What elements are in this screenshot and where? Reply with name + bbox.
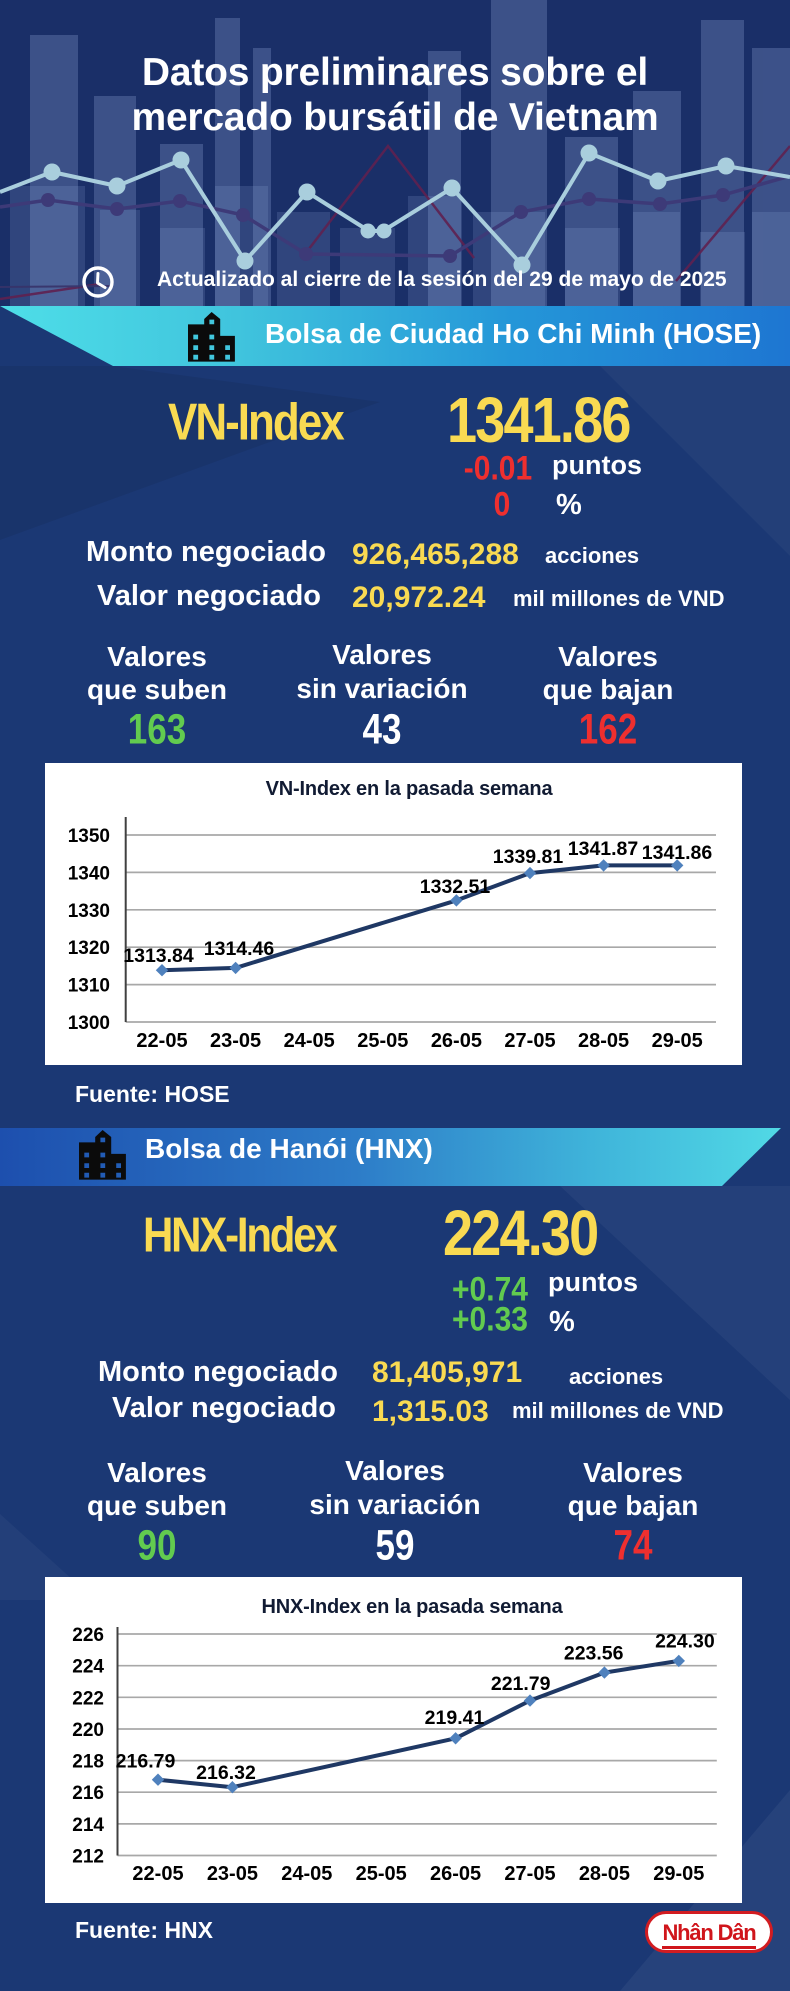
svg-text:23-05: 23-05 (207, 1863, 258, 1885)
svg-text:226: 226 (72, 1625, 104, 1646)
svg-text:26-05: 26-05 (431, 1030, 482, 1052)
svg-text:25-05: 25-05 (357, 1030, 408, 1052)
svg-text:27-05: 27-05 (504, 1030, 555, 1052)
svg-text:29-05: 29-05 (653, 1863, 704, 1885)
svg-text:221.79: 221.79 (491, 1673, 551, 1695)
svg-text:28-05: 28-05 (579, 1863, 630, 1885)
svg-text:220: 220 (72, 1720, 104, 1741)
svg-text:224: 224 (72, 1657, 104, 1678)
svg-text:216.79: 216.79 (116, 1751, 176, 1773)
svg-text:22-05: 22-05 (132, 1863, 183, 1885)
svg-text:223.56: 223.56 (564, 1643, 624, 1665)
svg-text:26-05: 26-05 (430, 1863, 481, 1885)
svg-text:23-05: 23-05 (210, 1030, 261, 1052)
svg-text:HNX-Index en la pasada semana: HNX-Index en la pasada semana (262, 1596, 564, 1618)
svg-text:214: 214 (72, 1815, 104, 1836)
svg-text:1341.87: 1341.87 (568, 838, 639, 860)
svg-text:1350: 1350 (68, 826, 110, 847)
svg-text:27-05: 27-05 (504, 1863, 555, 1885)
svg-text:218: 218 (72, 1752, 104, 1773)
svg-text:1314.46: 1314.46 (204, 938, 275, 960)
svg-text:28-05: 28-05 (578, 1030, 629, 1052)
svg-text:1341.86: 1341.86 (642, 842, 713, 864)
svg-text:29-05: 29-05 (652, 1030, 703, 1052)
svg-text:219.41: 219.41 (425, 1707, 485, 1729)
svg-text:1310: 1310 (68, 976, 110, 997)
svg-text:24-05: 24-05 (281, 1863, 332, 1885)
svg-text:222: 222 (72, 1688, 104, 1709)
svg-text:1300: 1300 (68, 1013, 110, 1034)
svg-text:1340: 1340 (68, 863, 110, 884)
svg-text:1313.84: 1313.84 (123, 945, 194, 967)
svg-text:24-05: 24-05 (284, 1030, 335, 1052)
svg-text:1339.81: 1339.81 (493, 846, 564, 868)
svg-text:216: 216 (72, 1783, 104, 1804)
svg-text:1320: 1320 (68, 938, 110, 959)
svg-text:1330: 1330 (68, 901, 110, 922)
svg-text:VN-Index en la pasada semana: VN-Index en la pasada semana (266, 778, 554, 800)
svg-text:216.32: 216.32 (196, 1762, 256, 1784)
svg-text:22-05: 22-05 (136, 1030, 187, 1052)
svg-text:25-05: 25-05 (356, 1863, 407, 1885)
svg-text:1332.51: 1332.51 (420, 876, 491, 898)
svg-text:212: 212 (72, 1847, 104, 1868)
svg-text:224.30: 224.30 (655, 1631, 715, 1653)
